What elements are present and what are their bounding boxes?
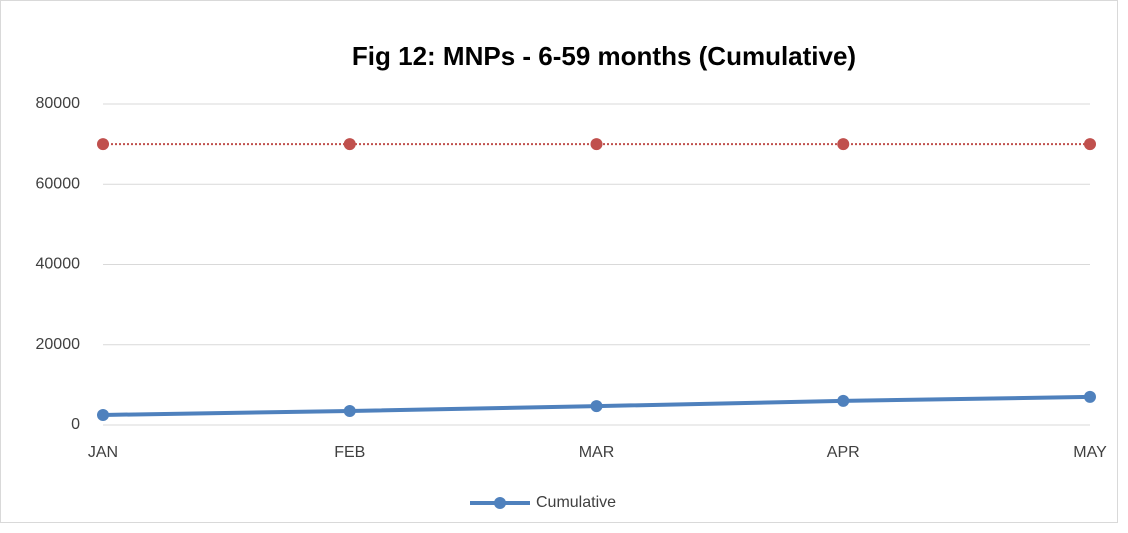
data-point [590, 400, 603, 413]
legend-marker [494, 497, 506, 509]
data-point [590, 138, 603, 151]
y-tick-label: 0 [71, 416, 80, 433]
data-point [1084, 138, 1096, 151]
data-point [837, 138, 850, 151]
x-tick-label: FEB [334, 444, 365, 461]
data-point [343, 138, 356, 151]
chart-title: Fig 12: MNPs - 6-59 months (Cumulative) [352, 41, 856, 71]
x-tick-label: MAR [579, 444, 615, 461]
y-tick-label: 40000 [36, 256, 81, 273]
y-tick-label: 20000 [36, 336, 81, 353]
data-point [97, 408, 109, 421]
data-point [837, 394, 850, 407]
y-tick-label: 80000 [36, 95, 81, 112]
y-tick-label: 60000 [36, 175, 81, 192]
x-tick-label: JAN [88, 444, 118, 461]
x-tick-label: MAY [1073, 444, 1107, 461]
data-point [97, 138, 109, 151]
legend-label: Cumulative [536, 494, 616, 511]
chart-frame [0, 0, 1118, 523]
data-point [343, 404, 356, 417]
data-point [1084, 390, 1096, 403]
x-tick-label: APR [827, 444, 860, 461]
